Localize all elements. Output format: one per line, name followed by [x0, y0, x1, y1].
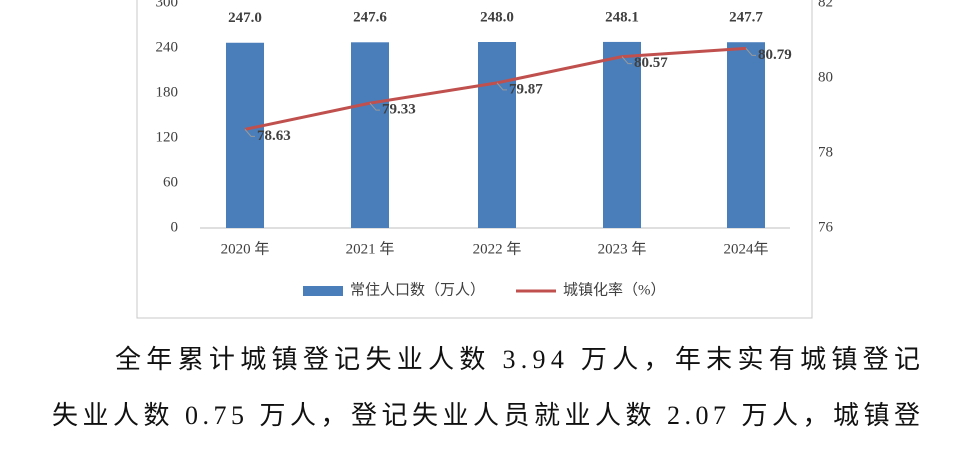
bar [478, 42, 516, 228]
y2-tick-label: 76 [818, 219, 834, 235]
y2-tick-label: 78 [818, 144, 833, 160]
leader-line [369, 102, 380, 111]
data-label: 78.63 [257, 128, 291, 144]
leader-line [244, 129, 255, 137]
data-label: 247.6 [353, 10, 387, 26]
bar [226, 42, 264, 228]
y-tick-label: 60 [163, 174, 178, 190]
x-tick-label: 2020 年 [221, 240, 270, 257]
bar [727, 42, 765, 228]
y2-tick-label: 82 [818, 0, 833, 10]
y-tick-label: 300 [156, 0, 179, 10]
data-label: 248.1 [605, 9, 639, 25]
x-tick-label: 2023 年 [598, 240, 647, 257]
legend-swatch [303, 286, 343, 296]
legend-label: 常住人口数（万人） [350, 281, 485, 298]
paragraph-line: 失业人数 0.75 万人，登记失业人员就业人数 2.07 万人，城镇登 [52, 401, 920, 430]
data-label: 247.0 [228, 10, 262, 26]
data-label: 247.7 [729, 10, 763, 26]
y2-tick-label: 80 [818, 69, 833, 85]
y-tick-label: 180 [156, 84, 179, 100]
data-label: 248.0 [480, 9, 514, 25]
bar [603, 41, 641, 228]
x-tick-label: 2021 年 [346, 240, 395, 257]
paragraph-line: 全年累计城镇登记失业人数 3.94 万人，年末实有城镇登记 [115, 345, 920, 374]
y-tick-label: 240 [156, 39, 179, 55]
data-label: 80.57 [634, 55, 668, 71]
leader-line [496, 82, 507, 91]
data-label: 80.79 [758, 47, 792, 63]
x-tick-label: 2024年 [723, 240, 768, 257]
legend-label: 城镇化率（%） [563, 281, 666, 298]
x-tick-label: 2022 年 [473, 240, 522, 257]
leader-line [621, 56, 632, 65]
leader-line [745, 48, 756, 56]
y-tick-label: 0 [171, 219, 179, 235]
data-label: 79.87 [509, 81, 543, 97]
data-label: 79.33 [382, 102, 416, 118]
y-tick-label: 120 [156, 129, 179, 145]
bar [351, 42, 389, 228]
